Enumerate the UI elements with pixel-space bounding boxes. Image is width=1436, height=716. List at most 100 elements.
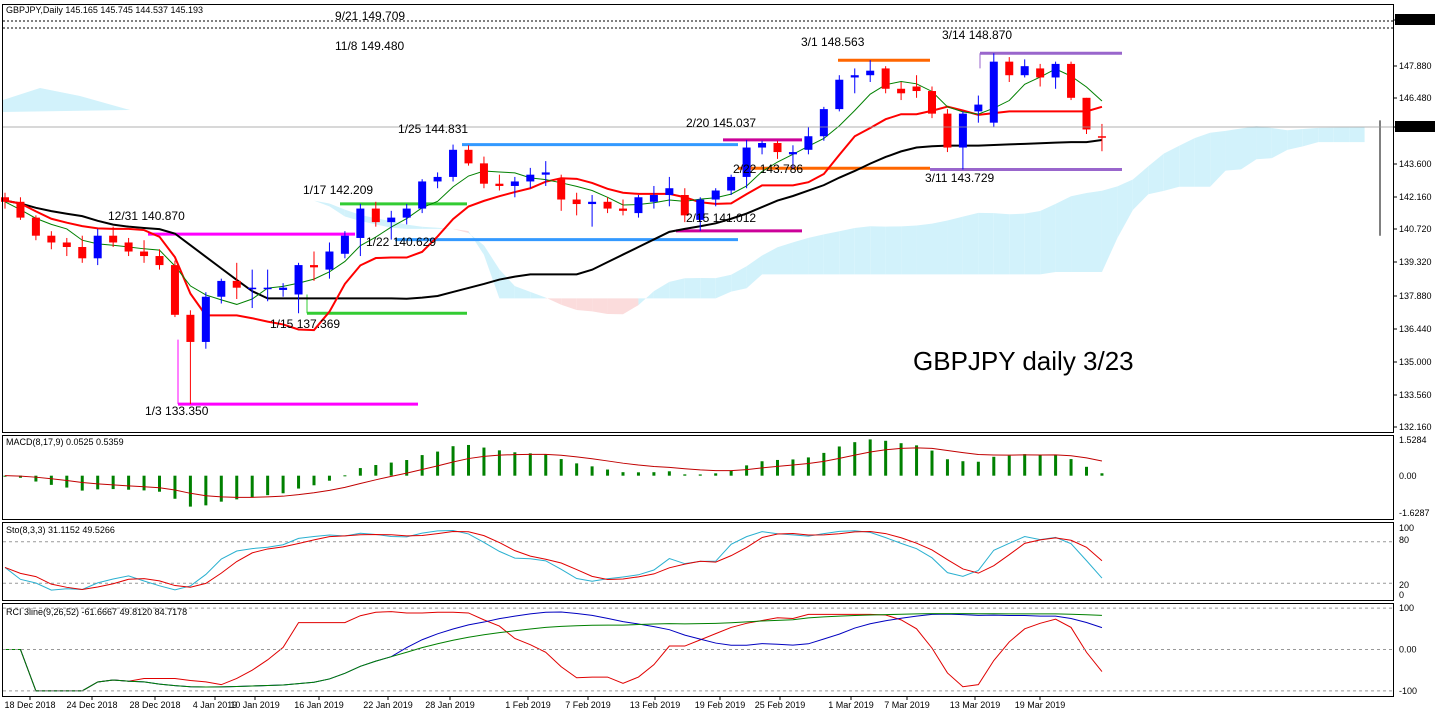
macd-bar	[868, 439, 872, 476]
time-tick-label: 25 Feb 2019	[755, 700, 806, 710]
annotation-label: 3/11 143.729	[925, 171, 995, 185]
annotation-label: 2/22 143.786	[733, 162, 803, 176]
candle-body	[93, 235, 102, 259]
macd-bar	[559, 459, 563, 476]
macd-bar	[976, 461, 980, 476]
candle-body	[186, 314, 195, 342]
candle-body	[649, 195, 658, 202]
price-tick-label: 133.560	[1399, 390, 1432, 400]
annotation-label: 3/14 148.870	[942, 28, 1012, 42]
cloud-segment	[715, 274, 732, 299]
indicator-lines	[4, 68, 1103, 332]
macd-bar	[698, 474, 702, 476]
cloud-segment	[823, 231, 840, 275]
candle-body	[819, 109, 828, 137]
annotation-label: 2/15 141.012	[686, 211, 756, 225]
candle-body	[310, 265, 318, 268]
cloud-segment	[1009, 213, 1025, 275]
macd-bar	[652, 472, 656, 476]
macd-bar	[930, 450, 934, 476]
ichimoku-cloud	[3, 88, 1365, 315]
price-tick-label: 146.480	[1399, 93, 1432, 103]
cloud-segment	[1256, 126, 1272, 160]
cloud-segment	[870, 226, 886, 275]
macd-bar	[621, 472, 625, 476]
macd-bar	[158, 475, 161, 492]
macd-bar	[513, 452, 517, 476]
candle-body	[989, 61, 998, 123]
chikou-line	[4, 68, 1103, 305]
candle-body	[804, 136, 813, 150]
candle-body	[758, 143, 767, 148]
macd-bar	[235, 475, 239, 500]
cloud-segment	[576, 298, 593, 312]
candle-body	[912, 86, 921, 92]
cloud-segment	[499, 269, 515, 299]
cloud-segment	[1210, 130, 1226, 187]
rci-short-line	[5, 611, 1103, 692]
cloud-segment	[1024, 211, 1041, 275]
rci-pane: RCI 3line(9,26,52) -61.6667 49.8120 84.7…	[2, 603, 1394, 697]
sto-tick-label: 0	[1399, 590, 1404, 600]
cloud-segment	[483, 245, 500, 299]
candle-body	[773, 143, 782, 153]
cloud-segment	[792, 237, 809, 275]
candle-body	[1082, 97, 1091, 130]
time-tick-label: 22 Jan 2019	[363, 700, 413, 710]
sto-d-line	[4, 530, 1103, 590]
candle-body	[727, 176, 736, 191]
rci-mid-line	[5, 611, 1103, 692]
candle-body	[850, 75, 859, 78]
macd-bar	[266, 475, 270, 496]
macd-bar	[142, 475, 146, 491]
candle-body	[248, 287, 257, 290]
macd-bar	[745, 465, 749, 476]
cloud-segment	[854, 226, 871, 275]
candle-body	[788, 152, 797, 155]
cloud-segment	[885, 226, 902, 275]
macd-bar	[451, 446, 455, 476]
cloud-segment	[638, 291, 654, 306]
candle-body	[124, 242, 133, 252]
macd-bar	[1038, 455, 1042, 476]
rci-pane-border	[2, 603, 1394, 697]
cloud-segment	[1241, 126, 1257, 170]
time-tick-label: 1 Feb 2019	[505, 700, 551, 710]
cloud-segment	[669, 278, 685, 299]
cloud-segment	[762, 247, 778, 275]
symbol-info: GBPJPY,Daily 145.165 145.745 144.537 145…	[6, 5, 203, 15]
candle-body	[835, 79, 844, 110]
macd-bar	[327, 475, 331, 481]
macd-bar	[853, 442, 857, 476]
cloud-segment	[1132, 166, 1149, 211]
cloud-segment	[1163, 145, 1180, 191]
price-pane-border	[2, 4, 1394, 433]
candle-body	[263, 287, 272, 290]
cloud-segment	[1333, 127, 1350, 143]
candle-body	[958, 113, 967, 148]
candle-body	[928, 91, 936, 114]
time-tick-label: 10 Jan 2019	[230, 700, 280, 710]
time-tick-label: 4 Jan 2019	[193, 700, 238, 710]
rci-tick-label: 0.00	[1399, 645, 1417, 655]
macd-bar	[1054, 454, 1058, 476]
cloud-segment	[777, 242, 793, 275]
time-tick-label: 28 Jan 2019	[425, 700, 475, 710]
annotation-label: 2/20 145.037	[686, 116, 756, 130]
macd-tick-label: 1.5284	[1399, 435, 1427, 445]
cloud-segment-left	[3, 88, 130, 112]
cloud-segment	[1117, 179, 1133, 238]
cloud-segment	[993, 213, 1010, 275]
annotations: 9/21 149.709 11/8 149.480 3/1 148.563 3/14 …	[108, 9, 1012, 418]
cloud-segment	[808, 234, 824, 275]
candle-body	[634, 197, 643, 214]
macd-bar	[127, 475, 131, 490]
cloud-segment	[545, 297, 562, 305]
macd-bar	[436, 451, 440, 476]
annotation-label: 1/15 137.369	[270, 317, 340, 331]
big-chart-label: GBPJPY daily 3/23	[913, 346, 1134, 376]
macd-bar	[1023, 454, 1027, 476]
time-tick-label: 19 Mar 2019	[1015, 700, 1066, 710]
candle-body	[696, 199, 705, 220]
